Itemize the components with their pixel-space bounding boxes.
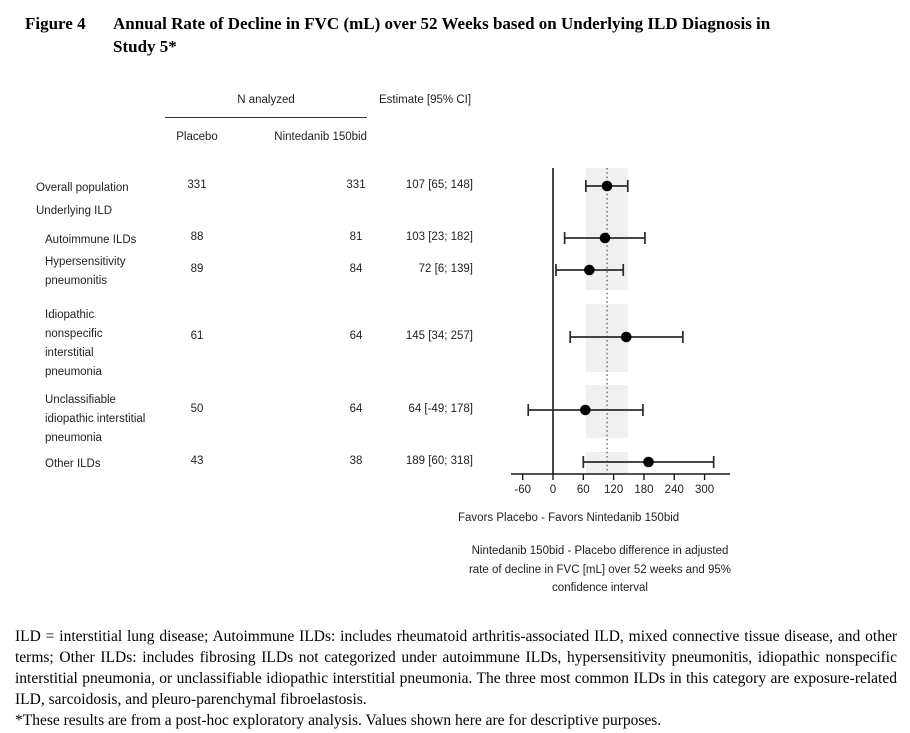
estimate-dot (601, 180, 613, 192)
x-axis-tick-label: -60 (514, 484, 531, 496)
row-label: Idiopathic nonspecific interstitial pneu… (45, 309, 103, 378)
nintedanib-n-value: 64 (349, 403, 363, 415)
estimate-ci-value: 103 [23; 182] (405, 231, 473, 243)
nintedanib-column-header: Nintedanib 150bid (274, 131, 367, 143)
estimate-dot (620, 331, 632, 343)
nintedanib-n-value: 331 (346, 179, 366, 191)
estimate-dot (584, 264, 595, 276)
figure-title: Annual Rate of Decline in FVC (mL) over … (113, 14, 771, 56)
favors-axis-label: Favors Placebo - Favors Nintedanib 150bi… (458, 512, 680, 524)
row-label: Overall population (36, 182, 129, 194)
estimate-dot (599, 232, 611, 244)
overall-ci-band (585, 385, 628, 438)
x-axis-tick-label: 180 (634, 484, 653, 496)
x-axis-tick-label: 60 (577, 484, 590, 496)
estimate-ci-value: 64 [-49; 178] (408, 403, 473, 415)
estimate-ci-value: 72 [6; 139] (418, 263, 473, 275)
plot-caption: Nintedanib 150bid - Placebo difference i… (468, 545, 732, 594)
row-label: Hypersensitivity pneumonitis (45, 256, 126, 287)
estimate-ci-value: 189 [60; 318] (405, 455, 473, 467)
estimate-header: Estimate [95% CI] (379, 94, 472, 106)
x-axis-tick-label: 240 (665, 484, 684, 496)
placebo-n-value: 50 (190, 403, 204, 415)
placebo-n-value: 331 (187, 179, 207, 191)
row-label: Autoimmune ILDs (45, 234, 137, 246)
n-analyzed-header: N analyzed (237, 94, 295, 106)
placebo-n-value: 43 (190, 455, 204, 467)
placebo-n-value: 61 (190, 330, 204, 342)
row-label: Unclassifiable idiopathic interstitial p… (45, 394, 146, 444)
footnotes: ILD = interstitial lung disease; Autoimm… (15, 626, 897, 731)
row-label: Other ILDs (45, 458, 101, 470)
placebo-column-header: Placebo (176, 131, 218, 143)
estimate-ci-value: 145 [34; 257] (405, 330, 473, 342)
forest-plot: -60 0 60 120 180 240 300 (511, 168, 730, 496)
estimate-dot (643, 456, 654, 468)
nintedanib-n-value: 64 (349, 330, 363, 342)
estimate-dot (580, 404, 591, 416)
underlying-ild-section-label: Underlying ILD (36, 205, 113, 217)
placebo-n-value: 88 (190, 231, 204, 243)
footnote-definitions: ILD = interstitial lung disease; Autoimm… (15, 628, 897, 708)
figure-title-block: Figure 4 Annual Rate of Decline in FVC (… (25, 12, 895, 58)
x-axis-tick-label: 0 (550, 484, 556, 496)
footnote-asterisk: *These results are from a post-hoc explo… (15, 712, 662, 729)
x-axis-tick-label: 120 (604, 484, 623, 496)
nintedanib-n-value: 84 (349, 263, 363, 275)
nintedanib-n-value: 81 (349, 231, 363, 243)
figure-number-label: Figure 4 (25, 14, 86, 33)
x-axis-tick-label: 300 (695, 484, 714, 496)
placebo-n-value: 89 (190, 263, 204, 275)
estimate-ci-value: 107 [65; 148] (405, 179, 473, 191)
n-analyzed-underline (165, 117, 367, 118)
nintedanib-n-value: 38 (349, 455, 363, 467)
